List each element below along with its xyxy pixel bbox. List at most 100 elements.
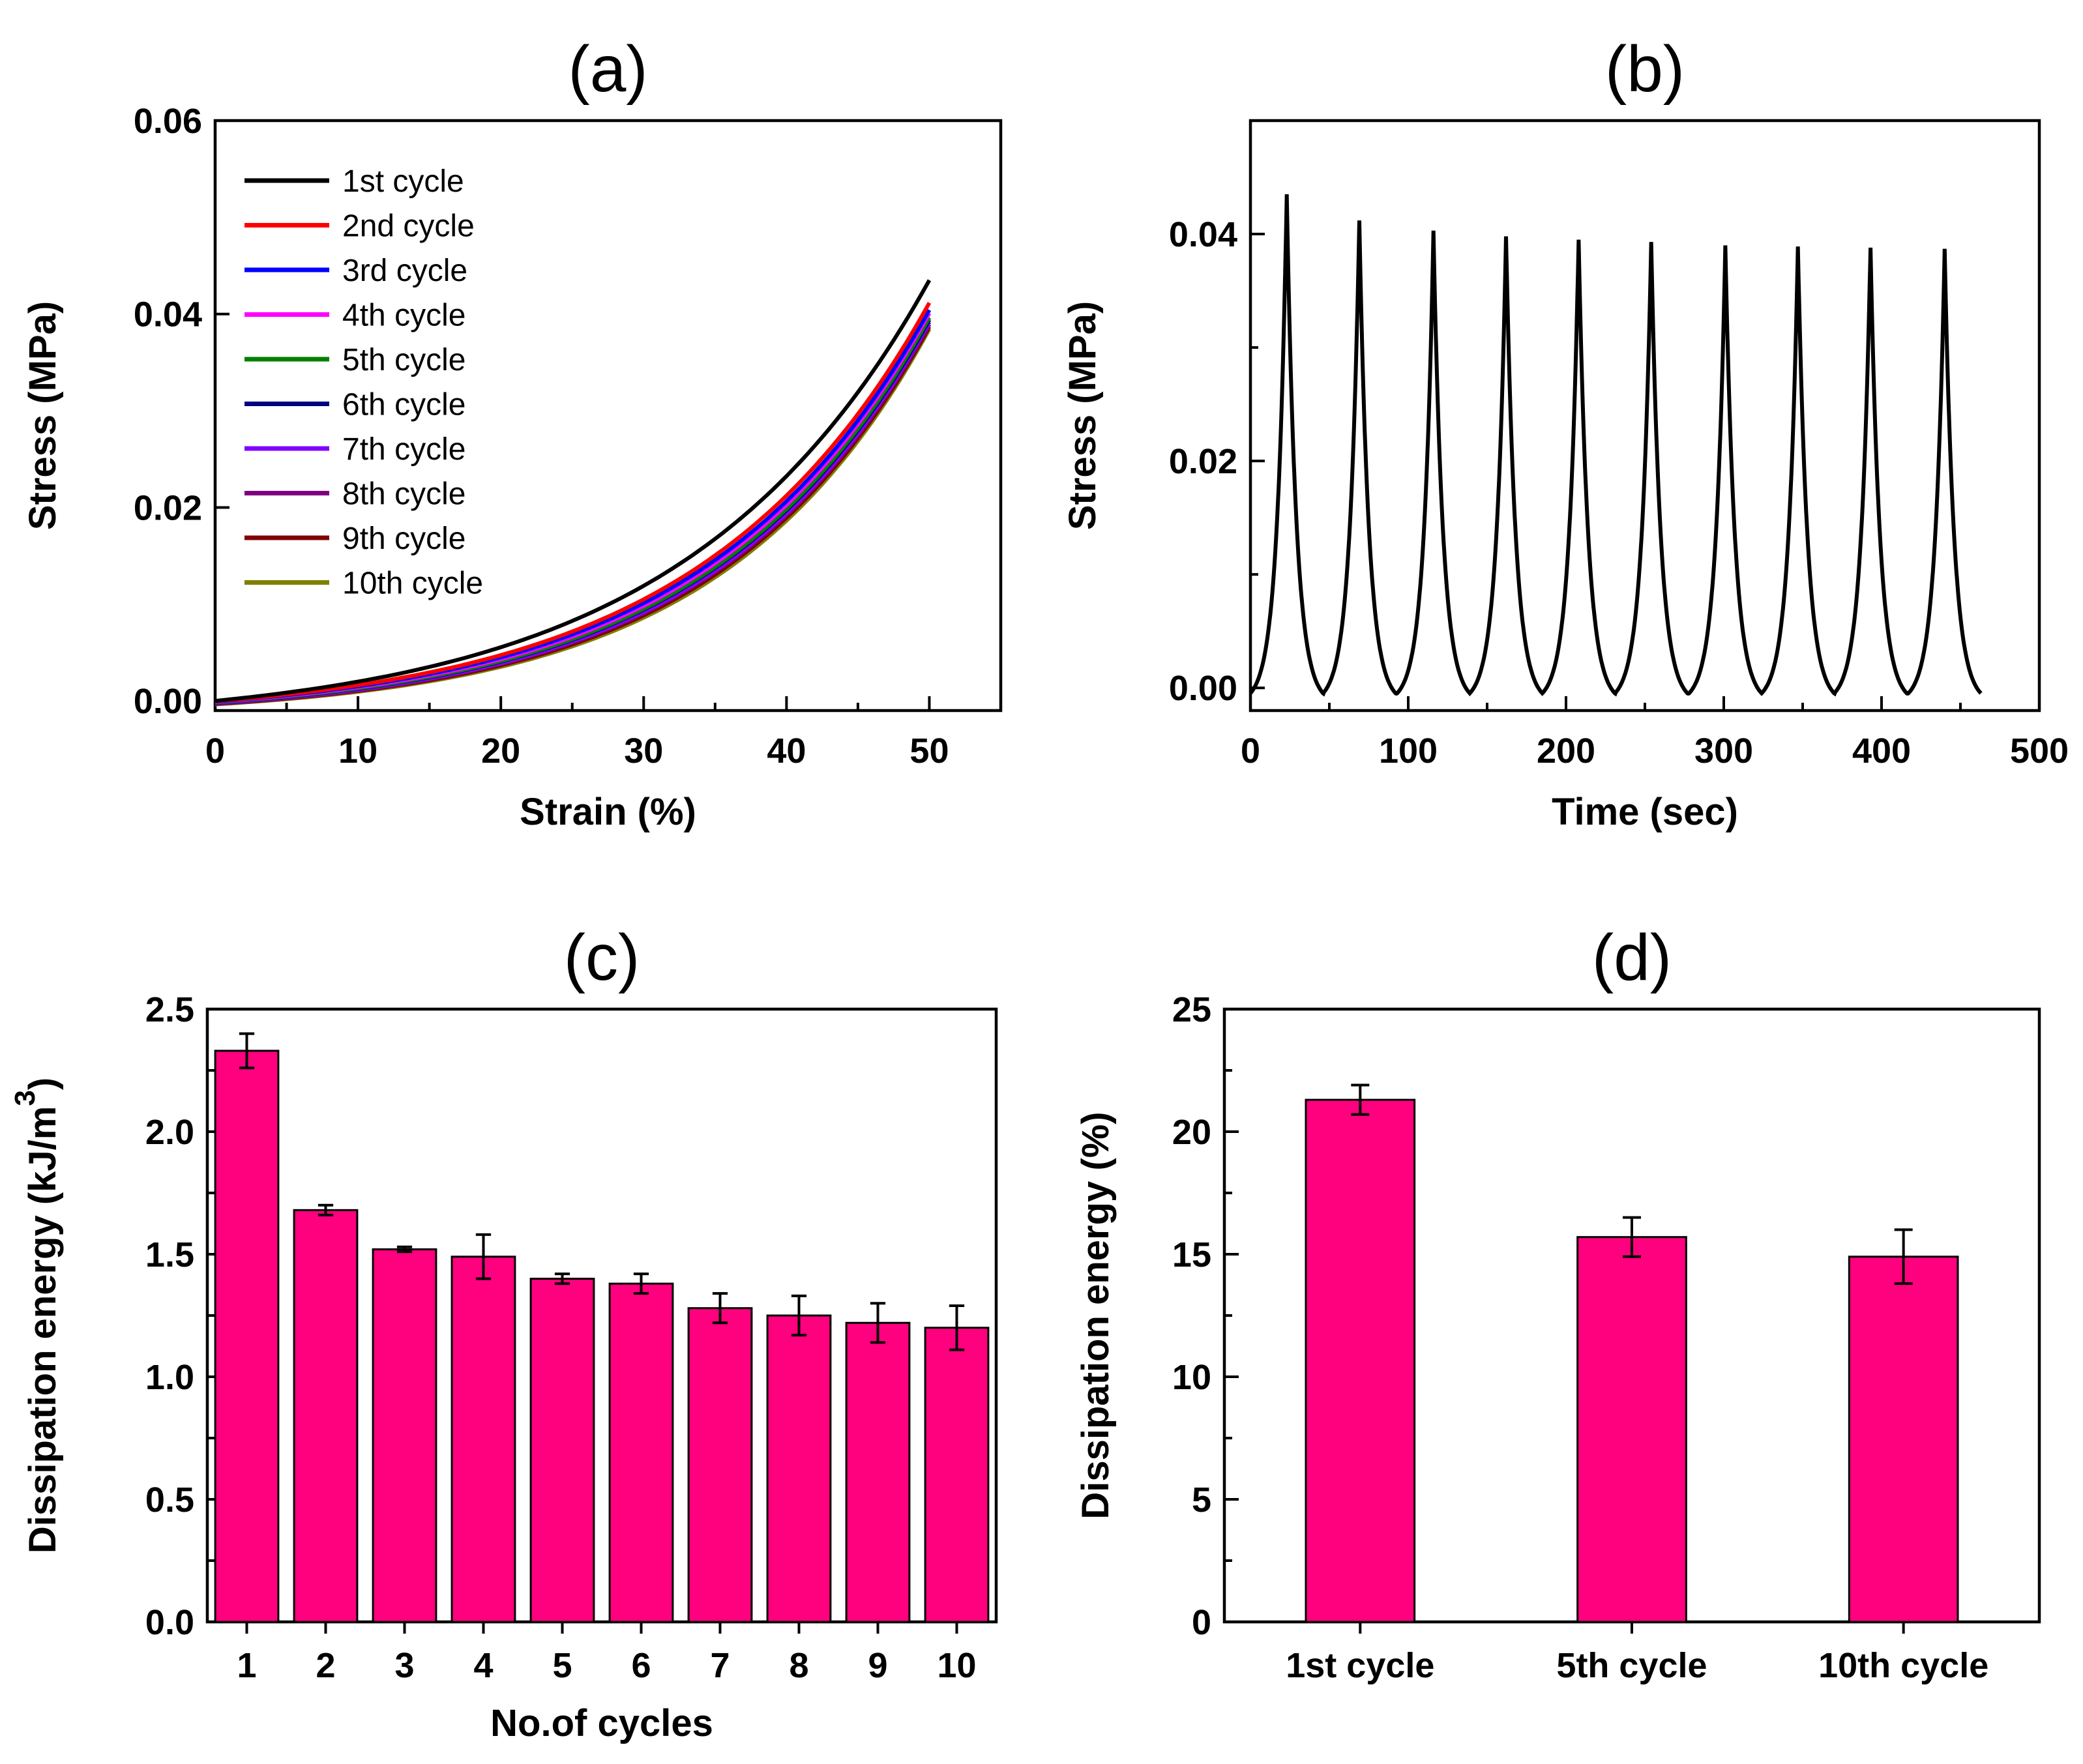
y-tick-label: 2.0 [145,1113,194,1152]
x-tick-label: 1st cycle [1286,1646,1434,1685]
y-axis-title: Stress (MPa) [22,301,64,530]
y-tick-label: 5 [1192,1480,1211,1520]
y-tick-label: 0.00 [1169,669,1237,708]
panel-title: (c) [564,921,640,994]
y-axis-title-superscript: 3 [9,1090,41,1106]
bar-1 [214,1050,280,1623]
panel-title: (a) [568,33,647,106]
y-tick-label: 0.04 [134,295,202,334]
error-bar-10 [949,1304,965,1351]
x-tick-label: 30 [624,731,663,771]
y-axis-title: Dissipation energy (kJ/m3) [9,1078,64,1553]
y-tick-label: 15 [1172,1235,1211,1274]
y-tick-label: 25 [1172,990,1211,1029]
x-tick-label: 300 [1694,731,1753,771]
legend-label: 5th cycle [342,343,465,377]
panel-d: 0 5 10 15 20 25 1st cycle 5th cycle 10th cycle (d… [1074,921,2041,1685]
error-bar-1 [1351,1083,1370,1116]
y-tick-label: 10 [1172,1358,1211,1397]
series-line-10 [214,328,932,707]
x-tick-label: 1 [237,1646,256,1685]
x-tick-label: 20 [481,731,520,771]
y-axis-title: Dissipation energy (%) [1074,1111,1117,1519]
x-tick-label: 10 [338,731,377,771]
bar-1 [1305,1098,1416,1623]
panel-a: 0.00 0.02 0.04 0.06 0 10 20 30 40 50 (a) Strain (%)… [22,33,1003,833]
y-tick-label: 0.04 [1169,215,1237,254]
legend-label: 8th cycle [342,477,465,512]
error-bar-9 [870,1302,886,1344]
y-axis-title-text: Stress (MPa) [1061,301,1104,530]
panel-b: 0.00 0.02 0.04 0 100 200 300 400 500 (b) Time (sec… [1061,33,2069,833]
x-tick-label: 10 [937,1646,976,1685]
x-tick-label: 500 [2010,731,2069,771]
x-tick-label: 5th cycle [1556,1646,1707,1685]
x-tick-label: 5 [552,1646,572,1685]
x-axis-title: Strain (%) [520,791,696,833]
y-tick-label: 0.06 [134,102,202,141]
x-tick-label: 400 [1852,731,1911,771]
x-tick-label: 200 [1537,731,1595,771]
x-tick-label: 10th cycle [1818,1646,1988,1685]
legend-label: 3rd cycle [342,254,467,288]
x-tick-label: 0 [1241,731,1260,771]
bar-2 [293,1209,359,1623]
x-tick-label: 40 [767,731,806,771]
panel-title: (d) [1592,921,1672,994]
error-bar-8 [791,1294,807,1337]
error-bar-3 [1894,1228,1913,1286]
legend-label: 10th cycle [342,566,483,601]
bar-8 [766,1314,832,1623]
y-tick-label: 0.00 [134,682,202,721]
bar-9 [845,1321,911,1623]
x-tick-label: 8 [789,1646,808,1685]
y-axis-title-text: Dissipation energy (%) [1074,1111,1117,1519]
error-bar-4 [475,1233,492,1280]
y-tick-label: 0.0 [145,1603,194,1642]
error-bar-6 [633,1272,649,1295]
x-tick-label: 100 [1379,731,1438,771]
series-line-2 [214,302,932,703]
legend-label: 7th cycle [342,432,465,467]
error-bar-7 [712,1292,728,1325]
y-tick-label: 2.5 [145,990,194,1029]
error-bar-3 [396,1245,413,1254]
y-tick-label: 1.0 [145,1358,194,1397]
error-bar-1 [239,1032,255,1070]
plot-frame [213,119,1003,713]
x-axis-title: Time (sec) [1552,791,1738,833]
bar-3 [372,1248,437,1623]
y-tick-label: 0 [1192,1603,1211,1642]
bar-5 [529,1278,595,1623]
y-axis-title-text: Dissipation energy (kJ/m [22,1106,64,1554]
series-line-1 [214,279,932,703]
bar-3 [1848,1256,1959,1623]
legend-label: 9th cycle [342,522,465,556]
bar-10 [924,1327,990,1623]
x-tick-label: 2 [316,1646,335,1685]
error-bar-2 [318,1203,334,1216]
x-tick-label: 50 [909,731,949,771]
error-bar-5 [554,1272,570,1286]
x-tick-label: 0 [205,731,225,771]
x-tick-label: 9 [868,1646,887,1685]
y-axis-title: Stress (MPa) [1061,301,1104,530]
y-axis-title-text: Stress (MPa) [22,301,64,530]
bar-4 [451,1256,516,1623]
legend-label: 1st cycle [342,164,464,199]
series-line-stress [1248,194,1983,697]
bar-2 [1576,1236,1687,1623]
panel-c: 0.0 0.5 1.0 1.5 2.0 2.5 1 2 3 4 5 6 7 8 9 10 (c) No.of cy… [9,921,998,1744]
legend-label: 6th cycle [342,388,465,422]
y-axis-title-suffix: ) [22,1078,64,1090]
panel-title: (b) [1605,33,1685,106]
x-tick-label: 6 [631,1646,651,1685]
legend-label: 4th cycle [342,299,465,333]
x-tick-label: 4 [473,1646,493,1685]
y-tick-label: 0.5 [145,1480,194,1520]
y-tick-label: 0.02 [134,488,202,527]
bar-7 [687,1307,753,1623]
error-bar-2 [1623,1216,1641,1258]
y-tick-label: 20 [1172,1113,1211,1152]
